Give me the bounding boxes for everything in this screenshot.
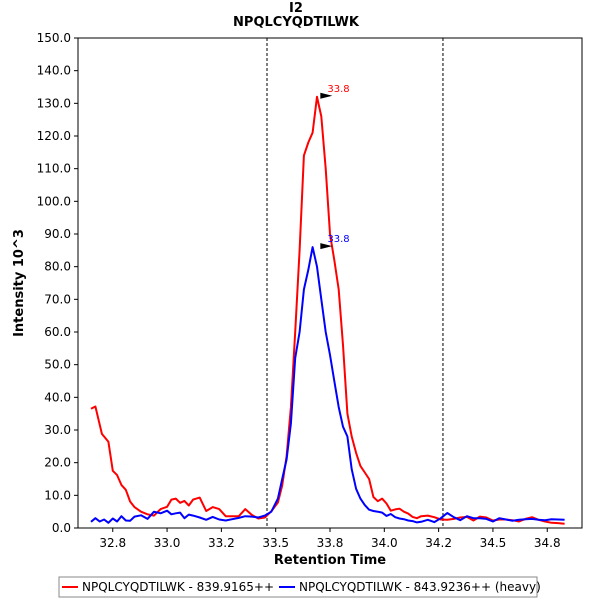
x-tick-label: 33.0 xyxy=(154,536,181,550)
x-tick-label: 33.5 xyxy=(262,536,289,550)
x-tick-label: 33.8 xyxy=(317,536,344,550)
y-tick-label: 110.0 xyxy=(37,162,71,176)
x-tick-label: 34.2 xyxy=(425,536,452,550)
series-line xyxy=(90,246,565,524)
legend: NPQLCYQDTILWK - 839.9165++ NPQLCYQDTILWK … xyxy=(58,576,541,598)
y-axis: 0.0 10.0 20.0 30.0 40.0 50.0 60.0 70.0 80.0 90.0 1… xyxy=(37,31,78,535)
y-tick-label: 70.0 xyxy=(44,292,71,306)
x-axis-title: Retention Time xyxy=(274,553,386,568)
y-tick-label: 80.0 xyxy=(44,260,71,274)
peak-label: 33.8 xyxy=(327,234,349,245)
y-tick-label: 30.0 xyxy=(44,423,71,437)
y-tick-label: 140.0 xyxy=(37,64,71,78)
y-tick-label: 20.0 xyxy=(44,456,71,470)
y-tick-label: 130.0 xyxy=(37,96,71,110)
series-layer: 33.8 33.8 xyxy=(90,84,565,525)
legend-box xyxy=(58,576,538,598)
y-tick-label: 50.0 xyxy=(44,358,71,372)
x-tick-label: 32.8 xyxy=(99,536,126,550)
peak-arrow-marker xyxy=(320,243,333,250)
integration-bounds xyxy=(266,38,444,528)
plot-area xyxy=(77,37,583,529)
legend-label: NPQLCYQDTILWK - 843.9236++ (heavy) xyxy=(299,580,541,594)
x-tick-label: 34.5 xyxy=(480,536,507,550)
y-tick-label: 150.0 xyxy=(37,31,71,45)
legend-label: NPQLCYQDTILWK - 839.9165++ xyxy=(82,580,274,594)
y-tick-label: 10.0 xyxy=(44,488,71,502)
peak-label: 33.8 xyxy=(327,84,349,95)
x-tick-label: 34.0 xyxy=(371,536,398,550)
chart-title: I2 xyxy=(289,1,303,16)
y-tick-label: 0.0 xyxy=(52,521,71,535)
x-axis: 32.8 33.0 33.2 33.5 33.8 34.0 34.2 34.5 34.8 xyxy=(99,528,561,550)
x-tick-label: 34.8 xyxy=(534,536,561,550)
series-line xyxy=(90,95,565,525)
y-axis-title: Intensity 10^3 xyxy=(12,229,27,337)
y-tick-label: 60.0 xyxy=(44,325,71,339)
y-tick-label: 120.0 xyxy=(37,129,71,143)
y-tick-label: 100.0 xyxy=(37,194,71,208)
peak-arrow-marker xyxy=(320,92,333,99)
y-tick-label: 90.0 xyxy=(44,227,71,241)
y-tick-label: 40.0 xyxy=(44,390,71,404)
x-tick-label: 33.2 xyxy=(208,536,235,550)
chart-subtitle: NPQLCYQDTILWK xyxy=(233,15,360,30)
